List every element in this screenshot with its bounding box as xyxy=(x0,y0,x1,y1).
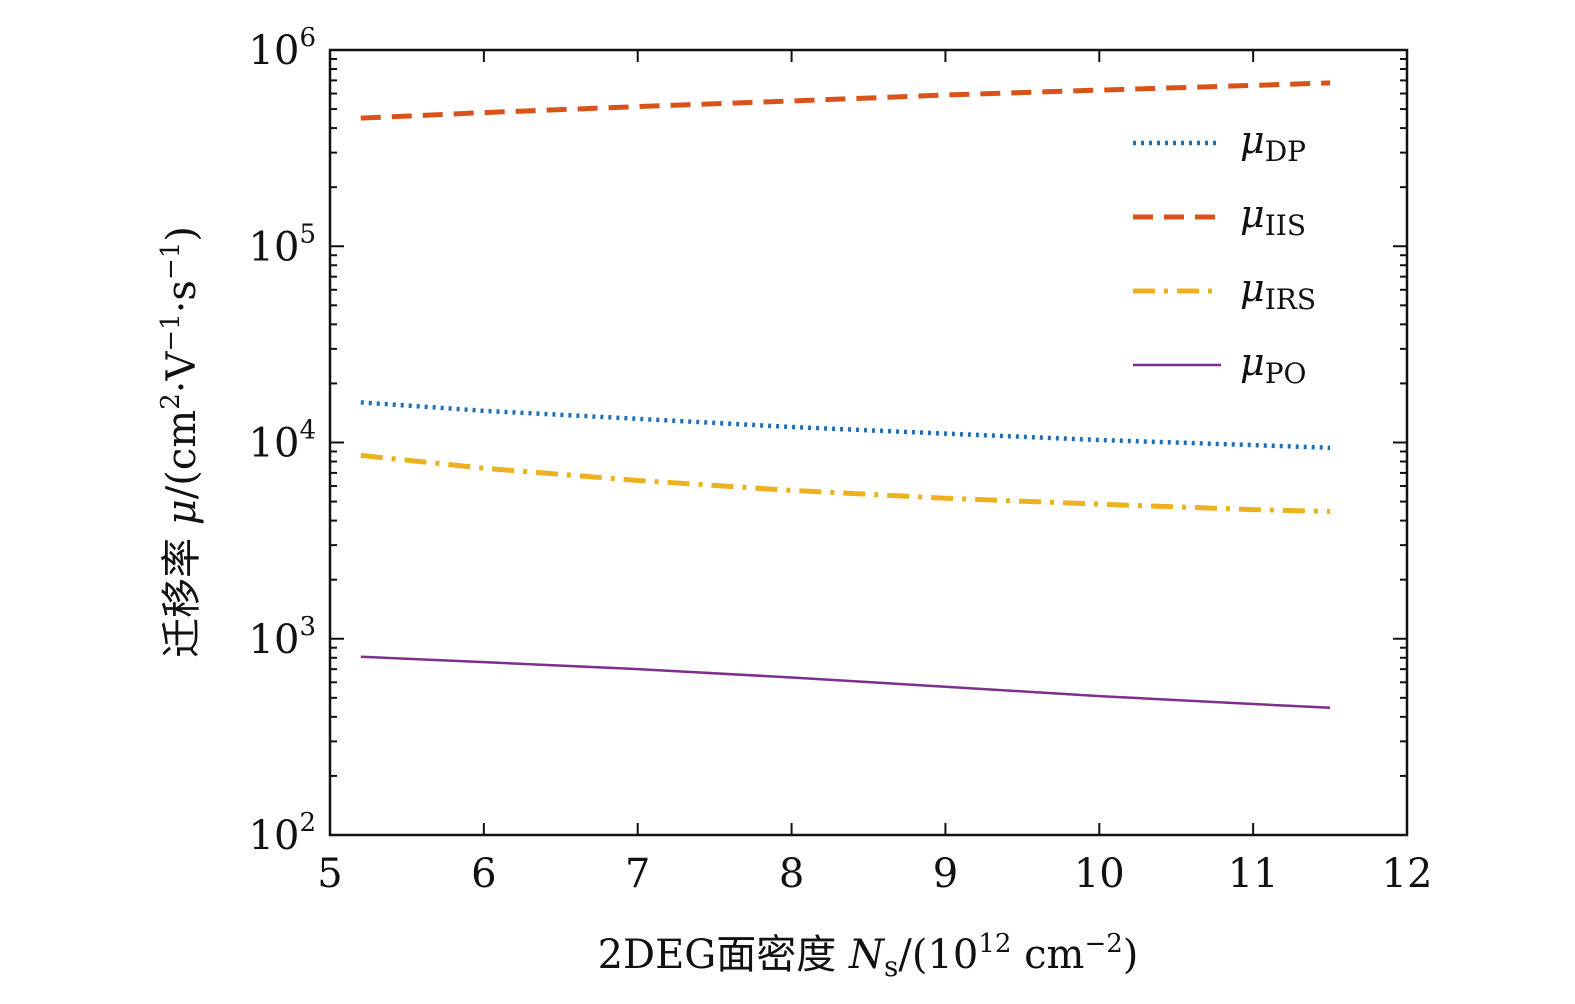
y-tick-label: 106 xyxy=(249,23,316,74)
series-line-dp xyxy=(360,400,1331,451)
x-tick-label: 8 xyxy=(779,851,804,897)
series-layer xyxy=(360,80,1331,710)
legend-label-dp: μDP xyxy=(1240,118,1306,168)
x-tick-label: 10 xyxy=(1074,851,1125,897)
y-axis-title: 迁移率 μ/(cm2·V−1·s−1) xyxy=(156,226,205,658)
x-tick-label: 9 xyxy=(933,851,958,897)
plot-frame xyxy=(328,48,1409,837)
series-line-irs xyxy=(360,452,1331,514)
y-tick-label: 104 xyxy=(249,416,316,467)
x-axis-title: 2DEG面密度 Ns/(1012 cm−2) xyxy=(598,929,1139,983)
ticks-layer: 5 6 7 8 9 10 11 12 102 103 104 105 106 xyxy=(249,23,1433,897)
x-tick-label: 7 xyxy=(625,851,650,897)
legend-label-irs: μIRS xyxy=(1240,266,1316,316)
x-tick-label: 6 xyxy=(471,851,496,897)
y-tick-label: 105 xyxy=(249,219,316,270)
x-tick-label: 12 xyxy=(1382,851,1433,897)
series-line-po xyxy=(360,655,1331,710)
y-tick-label: 103 xyxy=(249,612,316,663)
series-line-iis xyxy=(360,80,1331,121)
x-tick-label: 11 xyxy=(1228,851,1279,897)
x-tick-label: 5 xyxy=(317,851,342,897)
legend: μDP μIIS μIRS μPO xyxy=(1133,118,1316,390)
legend-label-iis: μIIS xyxy=(1240,192,1306,242)
legend-label-po: μPO xyxy=(1240,340,1307,390)
y-tick-label: 102 xyxy=(249,808,316,859)
